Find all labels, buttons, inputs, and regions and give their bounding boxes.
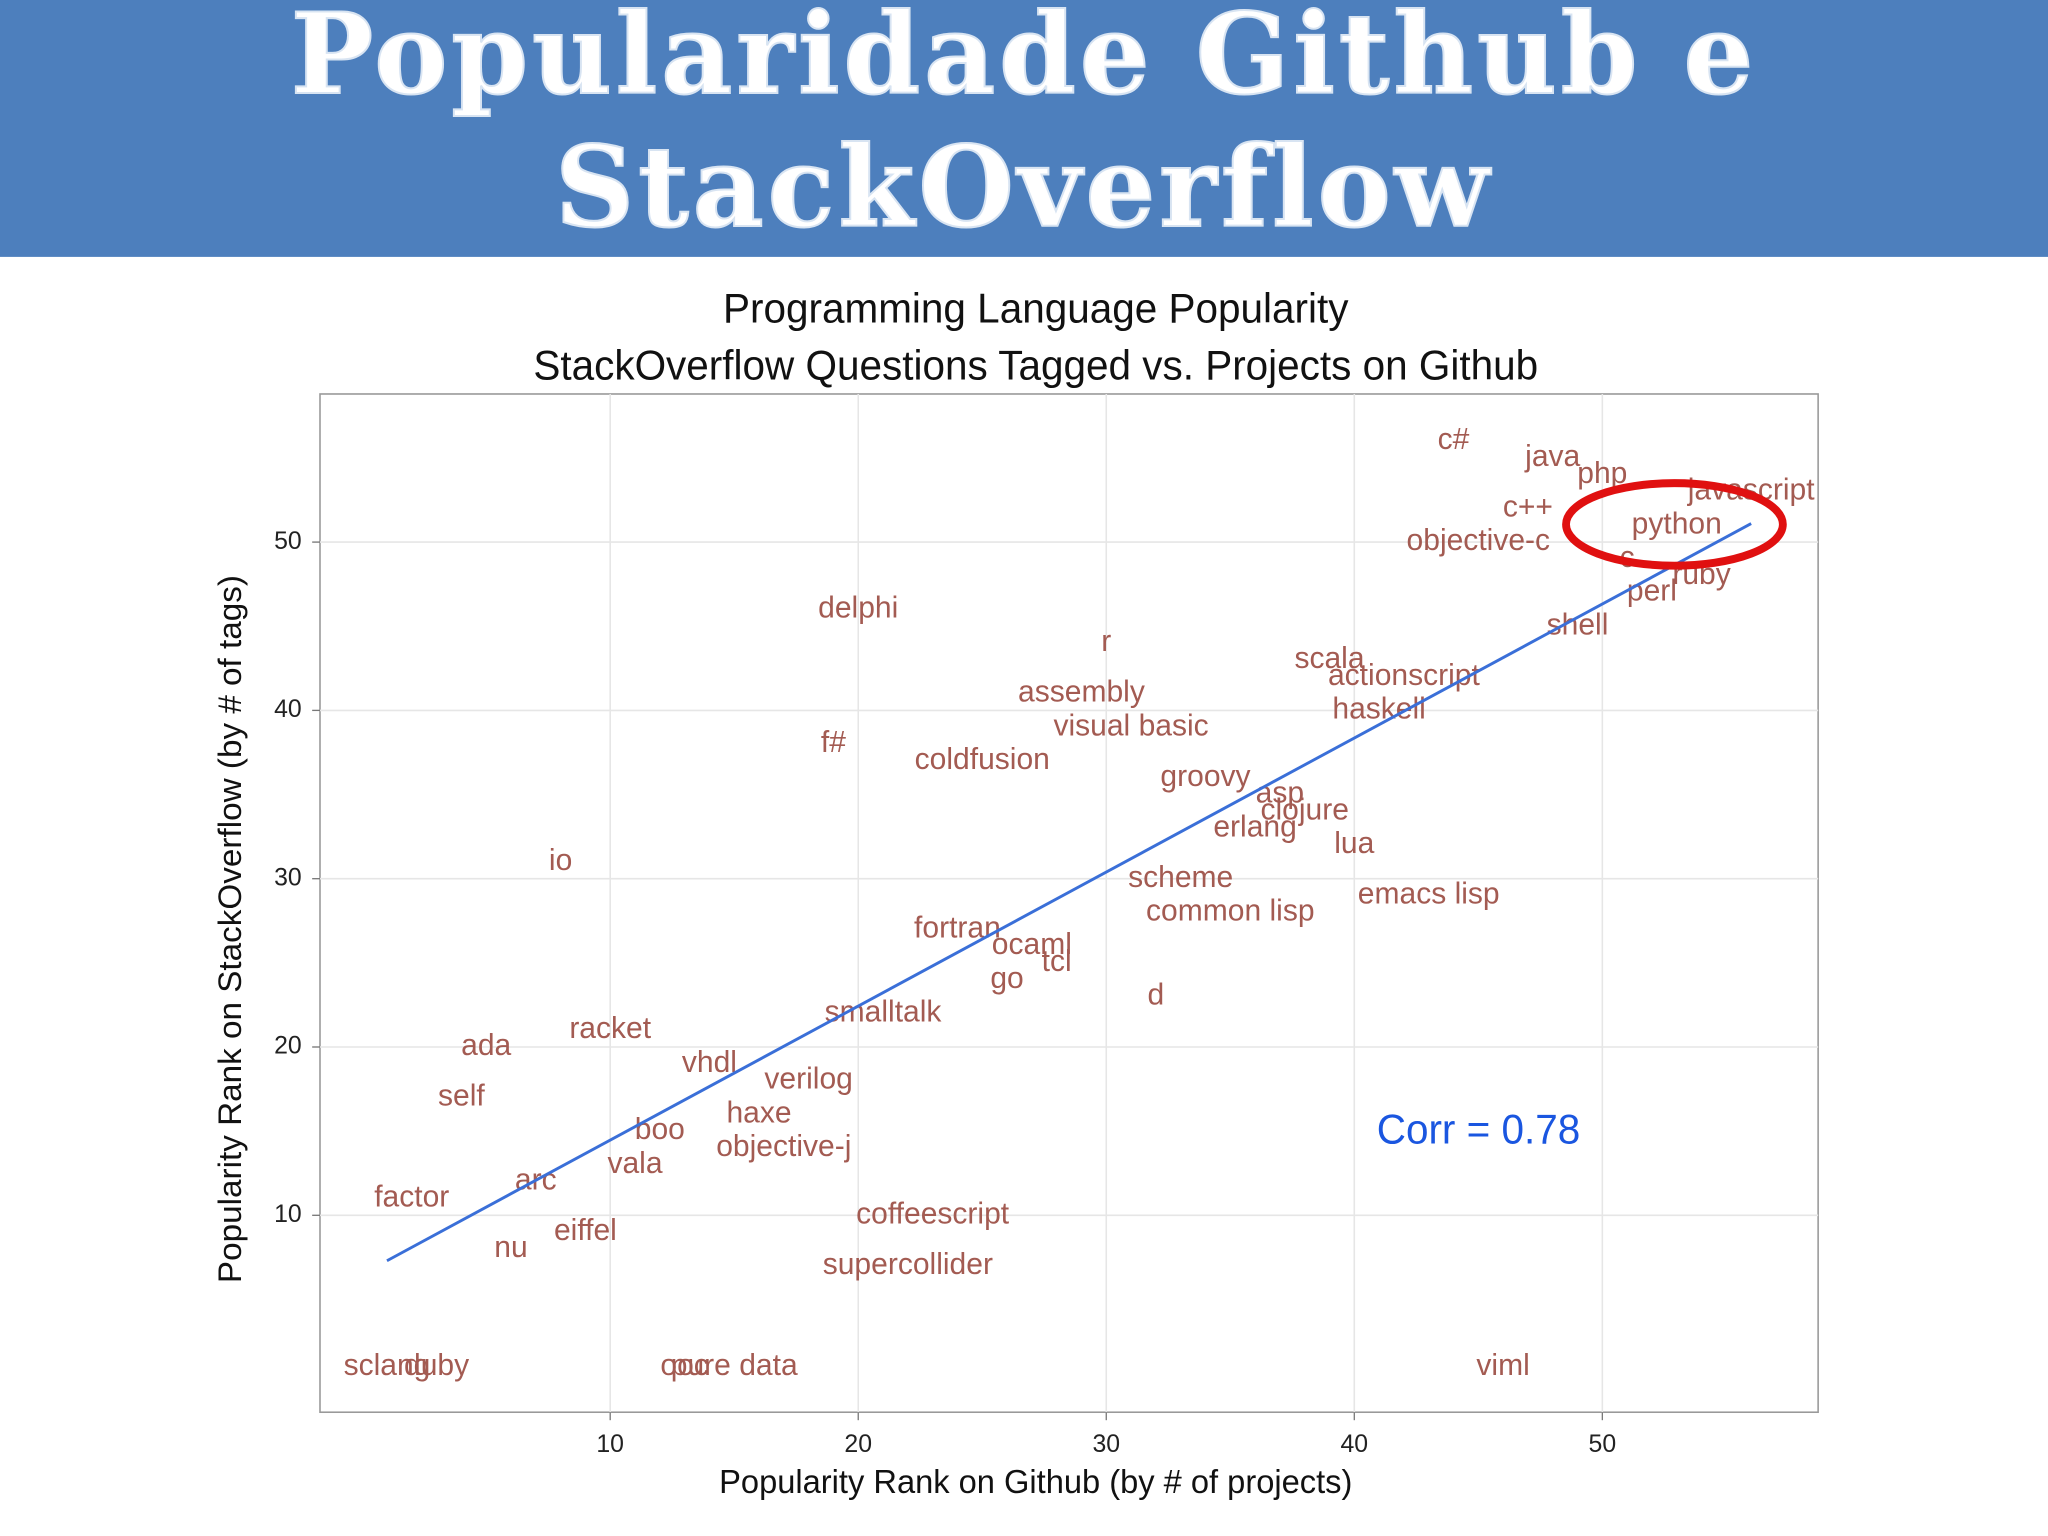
point-label: scala — [1294, 642, 1364, 675]
grid — [312, 393, 1819, 1421]
y-tick-label: 40 — [274, 695, 302, 723]
point-label: viml — [1476, 1349, 1529, 1382]
header-band — [0, 0, 2048, 257]
point-label: r — [1101, 625, 1111, 658]
y-tick-label: 20 — [274, 1031, 302, 1059]
point-label: haskell — [1332, 692, 1425, 725]
point-label: boo — [635, 1113, 685, 1146]
point-label: duby — [404, 1349, 470, 1382]
point-label: coffeescript — [856, 1197, 1010, 1230]
point-label: vala — [607, 1147, 662, 1180]
x-tick-label: 40 — [1340, 1430, 1368, 1458]
point-label: erlang — [1213, 810, 1296, 843]
point-label: java — [1524, 440, 1580, 473]
point-label: shell — [1547, 608, 1609, 641]
annotation: Corr = 0.78 — [1377, 1106, 1581, 1152]
point-label: pure data — [671, 1349, 798, 1382]
point-label: self — [438, 1079, 485, 1112]
fit-line — [386, 522, 1752, 1263]
y-tick-label: 50 — [274, 527, 302, 555]
y-axis-title: Popularity Rank on StackOverflow (by # o… — [211, 575, 248, 1283]
x-tick-label: 30 — [1092, 1430, 1120, 1458]
point-label: perl — [1627, 574, 1677, 607]
point-label: ooc — [660, 1349, 708, 1382]
point-label: fortran — [914, 911, 1001, 944]
point-label: visual basic — [1053, 709, 1208, 742]
x-tick-label: 20 — [844, 1430, 872, 1458]
point-label: c# — [1438, 423, 1470, 456]
point-label: python — [1632, 507, 1722, 540]
chart-title: Programming Language Popularity — [723, 285, 1349, 331]
point-label: scheme — [1128, 861, 1233, 894]
point-label: factor — [374, 1180, 449, 1213]
point-label: f# — [821, 726, 846, 759]
x-tick-label: 50 — [1589, 1430, 1617, 1458]
point-label: sclang — [344, 1349, 431, 1382]
point-label: io — [549, 844, 572, 877]
highlight-ellipse — [1562, 479, 1787, 570]
point-label: tcl — [1042, 945, 1072, 978]
point-label: php — [1577, 457, 1627, 490]
y-tick-label: 30 — [274, 863, 302, 891]
point-label: supercollider — [823, 1248, 993, 1281]
point-label: objective-j — [716, 1130, 851, 1163]
point-label: javascript — [1687, 473, 1815, 506]
chart-subtitle: StackOverflow Questions Tagged vs. Proje… — [533, 342, 1538, 388]
point-label: asp — [1256, 776, 1304, 809]
point-label: lua — [1334, 827, 1374, 860]
point-label: verilog — [764, 1063, 852, 1096]
point-label: actionscript — [1328, 659, 1480, 692]
point-label: go — [990, 962, 1023, 995]
x-tick-label: 10 — [596, 1430, 624, 1458]
point-label: common lisp — [1146, 894, 1315, 927]
point-label: delphi — [818, 591, 898, 624]
point-label: racket — [569, 1012, 651, 1045]
point-label: emacs lisp — [1358, 877, 1500, 910]
point-label: objective-c — [1407, 524, 1551, 557]
y-tick-label: 10 — [274, 1200, 302, 1228]
point-label: coldfusion — [915, 743, 1050, 776]
point-label: c++ — [1503, 490, 1553, 523]
x-axis-title: Popularity Rank on Github (by # of proje… — [719, 1463, 1352, 1500]
point-label: vhdl — [682, 1046, 737, 1079]
slide-title: Popularidade Github e — [291, 0, 1757, 120]
point-label: eiffel — [554, 1214, 617, 1247]
point-label: groovy — [1160, 760, 1251, 793]
point-label: smalltalk — [825, 995, 943, 1028]
point-label: nu — [494, 1231, 527, 1264]
point-label: ocaml — [992, 928, 1072, 961]
point-label: haxe — [726, 1096, 791, 1129]
plot-area — [319, 393, 1819, 1414]
point-label: assembly — [1018, 675, 1146, 708]
slide-title: StackOverflow — [555, 122, 1493, 253]
point-label: d — [1148, 978, 1165, 1011]
point-label: clojure — [1260, 793, 1348, 826]
point-label: ada — [461, 1029, 511, 1062]
